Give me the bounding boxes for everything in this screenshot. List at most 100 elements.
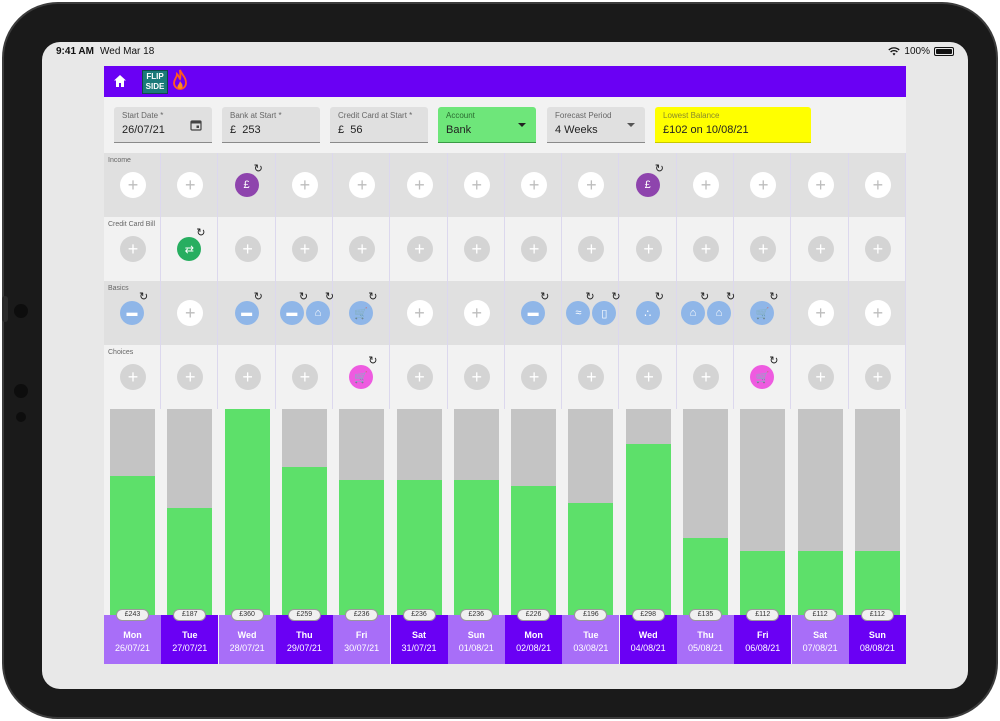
add-item-button[interactable]: + bbox=[177, 172, 204, 198]
house-icon[interactable]: ⌂ bbox=[707, 301, 731, 325]
add-item-button[interactable]: + bbox=[463, 364, 490, 390]
cart-icon[interactable]: 🛒 bbox=[750, 301, 775, 325]
cart-icon[interactable]: 🛒 bbox=[349, 365, 374, 389]
balance-bar[interactable] bbox=[797, 551, 843, 615]
battery-icon bbox=[934, 47, 954, 56]
day-header[interactable]: Fri 06/08/21 bbox=[734, 615, 792, 664]
add-item-button[interactable]: + bbox=[177, 300, 204, 326]
start-date-field[interactable]: Start Date * 26/07/21 bbox=[114, 107, 212, 143]
balance-bar[interactable] bbox=[396, 480, 442, 615]
balance-label: £196 bbox=[574, 609, 608, 621]
balance-bar[interactable] bbox=[167, 508, 213, 615]
add-item-button[interactable]: + bbox=[807, 300, 834, 326]
add-item-button[interactable]: + bbox=[463, 236, 490, 262]
add-item-button[interactable]: + bbox=[635, 364, 662, 390]
add-item-button[interactable]: + bbox=[807, 236, 834, 262]
add-item-button[interactable]: + bbox=[807, 172, 834, 198]
add-item-button[interactable]: + bbox=[349, 172, 376, 198]
add-item-button[interactable]: + bbox=[234, 364, 261, 390]
add-item-button[interactable]: + bbox=[864, 172, 891, 198]
day-cell: + bbox=[276, 217, 333, 281]
account-select[interactable]: Account Bank bbox=[438, 107, 536, 143]
day-date: 28/07/21 bbox=[229, 643, 265, 653]
add-item-button[interactable]: + bbox=[864, 300, 891, 326]
house-icon[interactable]: ⌂ bbox=[681, 301, 705, 325]
add-item-button[interactable]: + bbox=[406, 172, 433, 198]
day-header[interactable]: Sat 07/08/21 bbox=[791, 615, 849, 664]
phone-icon[interactable]: ▯ bbox=[592, 301, 617, 325]
add-item-button[interactable]: + bbox=[463, 172, 490, 198]
balance-bar[interactable] bbox=[224, 409, 270, 615]
add-item-button[interactable]: + bbox=[291, 236, 318, 262]
balance-bar[interactable] bbox=[683, 538, 728, 615]
add-item-button[interactable]: + bbox=[291, 364, 318, 390]
add-item-button[interactable]: + bbox=[521, 236, 548, 262]
bus-icon[interactable]: ▬ bbox=[120, 301, 144, 325]
add-item-button[interactable]: + bbox=[578, 172, 605, 198]
add-item-button[interactable]: + bbox=[864, 236, 891, 262]
wifi-icon[interactable]: ≈ bbox=[566, 301, 591, 325]
wallet-icon[interactable]: £ bbox=[234, 173, 259, 197]
day-header[interactable]: Tue 27/07/21 bbox=[161, 615, 219, 664]
balance-bar[interactable] bbox=[511, 486, 557, 615]
add-item-button[interactable]: + bbox=[693, 172, 719, 198]
day-header[interactable]: Thu 29/07/21 bbox=[275, 615, 333, 664]
add-item-button[interactable]: + bbox=[693, 364, 719, 390]
bus-icon[interactable]: ▬ bbox=[521, 301, 546, 325]
add-item-button[interactable]: + bbox=[750, 172, 777, 198]
cart-icon[interactable]: 🛒 bbox=[750, 365, 775, 389]
balance-bar[interactable] bbox=[854, 551, 900, 615]
add-item-button[interactable]: + bbox=[120, 236, 146, 262]
home-icon[interactable] bbox=[113, 74, 127, 88]
house-icon[interactable]: ⌂ bbox=[305, 301, 330, 325]
balance-chart: £243 £187 £360 £259 £236 £236 £236 £226 £196 £298… bbox=[104, 409, 906, 621]
add-item-button[interactable]: + bbox=[120, 364, 146, 390]
bus-icon[interactable]: ▬ bbox=[234, 301, 259, 325]
credit-card-at-start-field[interactable]: Credit Card at Start * £ 56 bbox=[330, 107, 428, 143]
add-item-button[interactable]: + bbox=[349, 236, 376, 262]
add-item-button[interactable]: + bbox=[693, 236, 719, 262]
add-item-button[interactable]: + bbox=[463, 300, 490, 326]
add-item-button[interactable]: + bbox=[578, 236, 605, 262]
day-header[interactable]: Mon 26/07/21 bbox=[104, 615, 161, 664]
day-header[interactable]: Mon 02/08/21 bbox=[505, 615, 563, 664]
day-header[interactable]: Sun 08/08/21 bbox=[848, 615, 906, 664]
add-item-button[interactable]: + bbox=[521, 172, 548, 198]
bus-icon[interactable]: ▬ bbox=[279, 301, 304, 325]
add-item-button[interactable]: + bbox=[406, 236, 433, 262]
day-header[interactable]: Thu 05/08/21 bbox=[677, 615, 734, 664]
add-item-button[interactable]: + bbox=[406, 364, 433, 390]
day-header[interactable]: Sat 31/07/21 bbox=[390, 615, 448, 664]
add-item-button[interactable]: + bbox=[521, 364, 548, 390]
balance-bar[interactable] bbox=[110, 476, 155, 615]
cart-icon[interactable]: 🛒 bbox=[349, 301, 374, 325]
balance-bar[interactable] bbox=[453, 480, 499, 615]
add-item-button[interactable]: + bbox=[291, 172, 318, 198]
balance-bar[interactable] bbox=[281, 467, 327, 615]
balance-bar[interactable] bbox=[339, 480, 385, 615]
transfer-icon[interactable]: ⇄ bbox=[177, 237, 202, 261]
add-item-button[interactable]: + bbox=[406, 300, 433, 326]
add-item-button[interactable]: + bbox=[234, 236, 261, 262]
add-item-button[interactable]: + bbox=[864, 364, 891, 390]
add-item-button[interactable]: + bbox=[635, 236, 662, 262]
add-item-button[interactable]: + bbox=[177, 364, 204, 390]
day-header[interactable]: Sun 01/08/21 bbox=[447, 615, 505, 664]
balance-bar[interactable] bbox=[740, 551, 786, 615]
wallet-icon[interactable]: £ bbox=[635, 173, 660, 197]
day-header[interactable]: Wed 28/07/21 bbox=[218, 615, 276, 664]
day-header[interactable]: Fri 30/07/21 bbox=[333, 615, 391, 664]
add-item-button[interactable]: + bbox=[750, 236, 777, 262]
forecast-period-select[interactable]: Forecast Period 4 Weeks bbox=[547, 107, 645, 143]
day-header[interactable]: Tue 03/08/21 bbox=[562, 615, 620, 664]
day-header[interactable]: Wed 04/08/21 bbox=[619, 615, 677, 664]
balance-bar[interactable] bbox=[625, 444, 671, 615]
bank-at-start-field[interactable]: Bank at Start * £ 253 bbox=[222, 107, 320, 143]
balance-label: £112 bbox=[746, 609, 780, 621]
add-item-button[interactable]: + bbox=[578, 364, 605, 390]
add-item-button[interactable]: + bbox=[807, 364, 834, 390]
tap-icon[interactable]: ∴ bbox=[635, 301, 660, 325]
calendar-icon[interactable] bbox=[190, 119, 202, 131]
add-item-button[interactable]: + bbox=[120, 172, 146, 198]
balance-bar[interactable] bbox=[568, 503, 614, 615]
